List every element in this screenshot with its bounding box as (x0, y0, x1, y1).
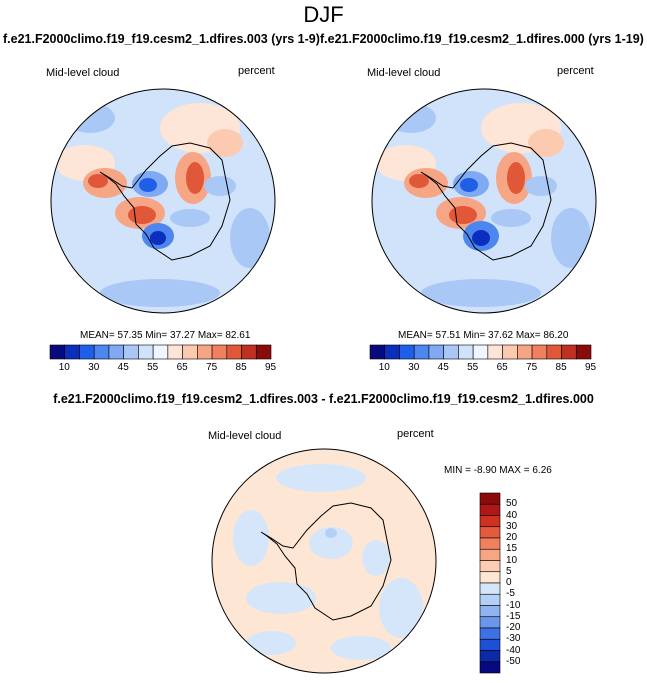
difference-colorbar-tick-label: 40 (506, 509, 518, 521)
difference-colorbar-tick-label: 30 (506, 520, 518, 532)
panel2-colorbar-swatch (384, 344, 400, 360)
panel2-colorbar-swatch (399, 344, 415, 360)
difference-colorbar-swatch (479, 548, 501, 561)
difference-colorbar-swatch (479, 582, 501, 595)
panel2-units-label: percent (557, 65, 594, 77)
panel2-colorbar-tick-label: 10 (378, 362, 390, 373)
panel2-colorbar-swatch (546, 344, 562, 360)
panel1-units-label: percent (238, 65, 275, 77)
panel2-map (371, 88, 597, 314)
difference-colorbar-tick-label: -20 (506, 622, 521, 633)
difference-colorbar-swatch (479, 515, 501, 528)
panel1-map (50, 88, 276, 314)
difference-colorbar-tick-label: -30 (506, 633, 521, 645)
difference-stats: MIN = -8.90 MAX = 6.26 (444, 465, 552, 476)
difference-colorbar (479, 492, 501, 674)
panel1-colorbar-tick-label: 10 (58, 362, 70, 373)
panel1-colorbar-swatch (79, 344, 95, 360)
panel2-stats: MEAN= 57.51 Min= 37.62 Max= 86.20 (398, 330, 569, 341)
difference-colorbar-tick-label: 15 (506, 543, 518, 555)
difference-colorbar-swatch (479, 616, 501, 629)
panel1-colorbar-swatch (152, 344, 169, 360)
season-title: DJF (303, 2, 344, 27)
panel2-colorbar-tick-label: 30 (408, 362, 420, 373)
difference-colorbar-tick-label: -10 (506, 599, 521, 611)
panel1-colorbar-swatch (197, 344, 213, 360)
panel2-colorbar-swatch (428, 344, 444, 360)
panel2-colorbar-swatch (561, 344, 577, 360)
panel2-colorbar-swatch (517, 344, 533, 360)
difference-colorbar-tick-label: -50 (506, 655, 521, 667)
difference-colorbar-swatch (479, 526, 501, 539)
panel2-colorbar-swatch (458, 344, 474, 360)
panel2-colorbar-swatch (502, 344, 518, 360)
difference-map (211, 448, 437, 674)
difference-colorbar-tick-label: 20 (506, 532, 518, 543)
panel2-colorbar-tick-label: 65 (496, 362, 508, 373)
panel1-colorbar-tick-label: 95 (265, 362, 277, 373)
difference-colorbar-swatch (479, 627, 501, 640)
panel1-variable-label: Mid-level cloud (46, 67, 120, 79)
difference-colorbar-swatch (479, 492, 501, 505)
panel2-colorbar-swatch (531, 344, 548, 360)
difference-colorbar-tick-label: 0 (506, 577, 512, 588)
panel1-colorbar-tick-label: 55 (147, 362, 159, 373)
panel2-colorbar (369, 344, 592, 360)
panel2-colorbar-tick-label: 95 (585, 362, 597, 373)
difference-colorbar-swatch (479, 638, 501, 651)
panel1-colorbar-swatch (64, 344, 80, 360)
difference-colorbar-swatch (479, 650, 501, 663)
panel1-stats: MEAN= 57.35 Min= 37.27 Max= 82.61 (80, 330, 251, 341)
panel2-title: f.e21.F2000climo.f19_f19.cesm2_1.dfires.… (320, 32, 644, 46)
panel1-colorbar-tick-label: 85 (235, 362, 247, 373)
panel2-colorbar-swatch (575, 344, 592, 360)
difference-title: f.e21.F2000climo.f19_f19.cesm2_1.dfires.… (53, 392, 594, 406)
panel1-colorbar-swatch (138, 344, 154, 360)
panel2-variable-label: Mid-level cloud (367, 67, 441, 79)
panel1-colorbar-tick-label: 75 (206, 362, 218, 373)
panel2-colorbar-tick-label: 75 (526, 362, 538, 373)
panel2-colorbar-swatch (443, 344, 459, 360)
panel1-colorbar-swatch (108, 344, 124, 360)
panel1-colorbar-swatch (241, 344, 257, 360)
panel2-colorbar-swatch (369, 344, 386, 360)
difference-colorbar-tick-label: -40 (506, 644, 521, 656)
difference-units-label: percent (397, 428, 434, 440)
difference-colorbar-tick-label: 50 (506, 498, 518, 510)
panel2-colorbar-tick-label: 45 (437, 362, 449, 373)
difference-colorbar-swatch (479, 661, 501, 674)
panel2-colorbar-tick-label: 55 (467, 362, 479, 373)
difference-colorbar-swatch (479, 571, 501, 584)
panel1-colorbar-swatch (123, 344, 139, 360)
panel1-colorbar-tick-label: 30 (88, 362, 100, 373)
panel1-colorbar-swatch (226, 344, 242, 360)
panel2-colorbar-swatch (487, 344, 503, 360)
panel1-colorbar-tick-label: 65 (176, 362, 188, 373)
difference-colorbar-tick-label: 10 (506, 554, 518, 566)
difference-colorbar-tick-label: -5 (506, 588, 515, 600)
panel1-colorbar-swatch (182, 344, 198, 360)
panel1-colorbar-swatch (211, 344, 228, 360)
panel1-colorbar-swatch (93, 344, 110, 360)
panel1-colorbar-swatch (167, 344, 183, 360)
panel1-colorbar (49, 344, 272, 360)
difference-colorbar-swatch (479, 537, 501, 550)
panel1-colorbar-tick-label: 45 (117, 362, 129, 373)
panel2-colorbar-tick-label: 85 (555, 362, 567, 373)
difference-colorbar-swatch (479, 605, 501, 618)
difference-colorbar-tick-label: 5 (506, 565, 512, 577)
difference-colorbar-swatch (479, 560, 501, 573)
panel1-title: f.e21.F2000climo.f19_f19.cesm2_1.dfires.… (3, 32, 320, 46)
difference-colorbar-swatch (479, 593, 501, 606)
panel2-colorbar-swatch (472, 344, 489, 360)
panel1-colorbar-swatch (255, 344, 272, 360)
difference-colorbar-swatch (479, 503, 501, 516)
panel2-colorbar-swatch (413, 344, 430, 360)
difference-variable-label: Mid-level cloud (208, 430, 282, 442)
difference-colorbar-tick-label: -15 (506, 610, 521, 622)
panel1-colorbar-swatch (49, 344, 66, 360)
